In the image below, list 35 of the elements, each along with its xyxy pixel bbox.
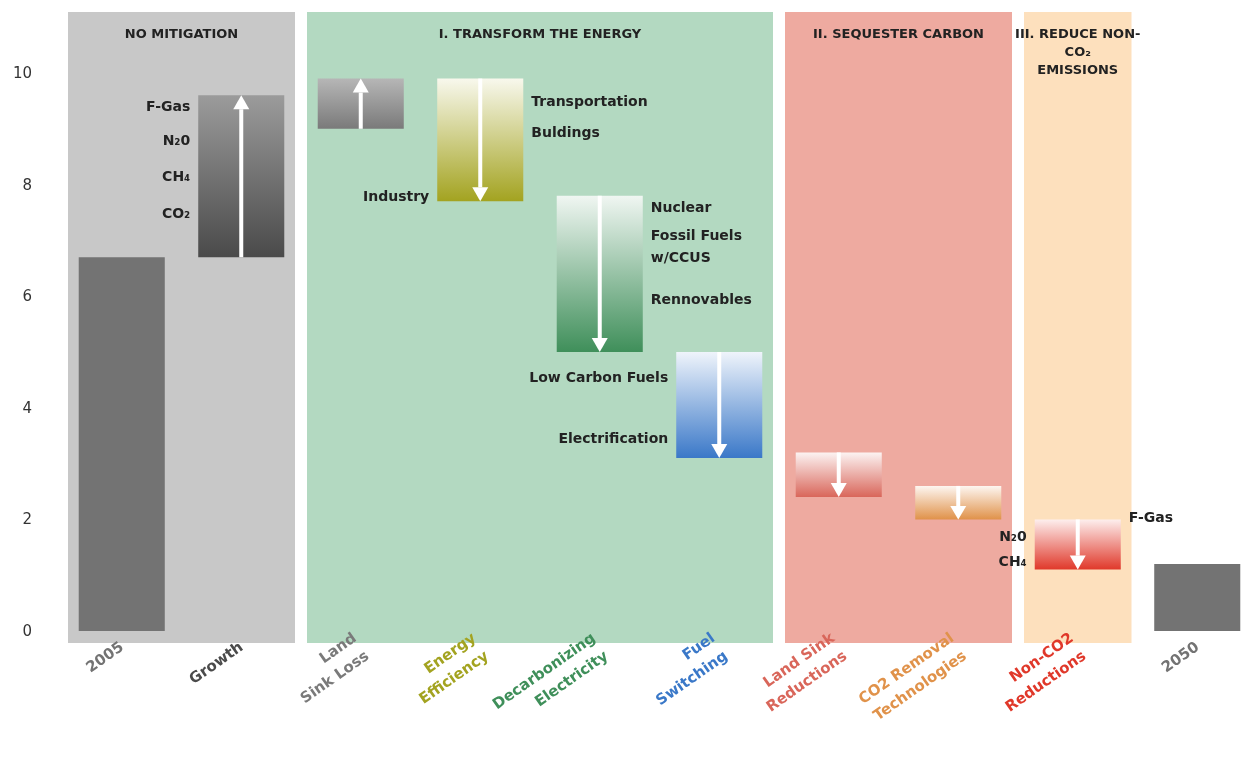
bar [1034, 519, 1121, 570]
bar [317, 78, 404, 129]
annotation: Low Carbon Fuels [529, 369, 669, 386]
annotation: CO₂ [161, 204, 191, 221]
annotation: N₂0 [999, 528, 1027, 545]
annotation: F-Gas [146, 98, 191, 115]
annotation: CH₄ [998, 553, 1027, 570]
annotation: Rennovables [650, 290, 752, 307]
annotation: Buldings [531, 123, 600, 140]
bar [676, 352, 763, 459]
y-tick-label: 0 [22, 622, 32, 640]
bar [198, 95, 285, 258]
band-label: III. REDUCE NON- CO₂ EMISSIONS [1015, 25, 1141, 77]
bar [78, 257, 165, 631]
bar [437, 78, 524, 202]
annotation: Electrification [558, 430, 669, 447]
annotation: Transportation [531, 92, 648, 109]
annotation: Industry [363, 187, 430, 204]
bar [556, 195, 643, 352]
y-tick-label: 4 [22, 398, 32, 417]
band-label: NO MITIGATION [124, 25, 239, 41]
bar [795, 452, 882, 498]
annotation: CH₄ [162, 168, 191, 185]
y-tick-label: 10 [12, 64, 32, 82]
bar [915, 485, 1002, 520]
annotation: Fossil Fuels w/CCUS [650, 226, 742, 265]
band-label: I. TRANSFORM THE ENERGY [438, 25, 642, 41]
y-tick-label: 2 [22, 510, 32, 529]
annotation: Nuclear [650, 198, 712, 215]
bar [1154, 564, 1241, 631]
y-tick-label: 6 [22, 287, 32, 306]
annotation: N₂0 [162, 131, 191, 148]
band-label: II. SEQUESTER CARBON [813, 25, 984, 41]
annotation: F-Gas [1128, 508, 1173, 525]
y-tick-label: 8 [22, 175, 32, 194]
